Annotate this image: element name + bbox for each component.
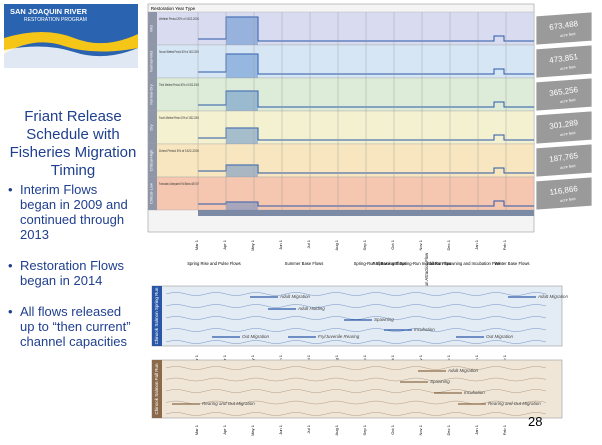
phase-label: Fall Run Spawning and Incubation Flow: [427, 261, 502, 266]
stage-label: Rearing and Out Migration: [488, 401, 541, 406]
hydrograph-fill: [226, 128, 258, 144]
row-description: Forecasted Unimpaired Full Below 400 TAF: [159, 181, 199, 186]
logo: SAN JOAQUIN RIVER RESTORATION PROGRAM: [4, 4, 138, 68]
hydrograph-fill: [226, 54, 258, 78]
fish-panel-title: Chinook Salmon Spring Run: [154, 287, 159, 344]
date-label: Aug 1: [334, 424, 339, 435]
stage-label: Adult Holding: [297, 306, 325, 311]
bullet: Interim Flows began in 2009 and continue…: [6, 182, 136, 242]
stage-label: Out Migration: [486, 334, 514, 339]
date-label: Aug 1: [334, 239, 339, 250]
stage-label: Incubation: [464, 390, 485, 395]
date-label: Sep 1: [362, 239, 367, 250]
stage-label: Adult Migration: [537, 294, 569, 299]
date-label: Mar 1: [194, 239, 199, 250]
fish-panel-title: Chinook Salmon Fall Run: [154, 363, 159, 415]
phase-label: Winter Base Flows: [495, 261, 530, 266]
row-type: Wet: [149, 24, 154, 32]
slide-title: Friant Release Schedule with Fisheries M…: [6, 108, 140, 180]
row-type: Critical-High: [149, 150, 154, 172]
year-type-row: [148, 45, 534, 78]
year-type-row: [148, 177, 534, 210]
date-label: Jun 1: [278, 239, 283, 250]
bullet-list: Interim Flows began in 2009 and continue…: [6, 182, 136, 365]
stage-label: Out Migration: [242, 334, 270, 339]
date-label: Jan 1: [474, 424, 479, 435]
row-description: Fourth Wettest Period 15% of 1922-2005: [159, 115, 199, 120]
year-type-row: [148, 144, 534, 177]
page-number: 28: [528, 414, 542, 429]
date-label: Dec 1: [446, 424, 451, 435]
slide: SAN JOAQUIN RIVER RESTORATION PROGRAM Fr…: [0, 0, 602, 445]
phase-label: Summer Base Flows: [285, 261, 324, 266]
date-label: Jan 1: [474, 239, 479, 250]
row-description: Driest Period 5% of 1922-2005: [159, 148, 200, 153]
date-label: Feb 1: [502, 239, 507, 250]
hydrograph-fill: [226, 202, 258, 210]
row-type: Normal-Dry: [149, 84, 154, 104]
stage-label: Adult Migration: [279, 294, 311, 299]
logo-subtitle: RESTORATION PROGRAM: [24, 17, 87, 23]
date-label: May 1: [250, 239, 255, 251]
date-label: Feb 1: [502, 424, 507, 435]
row-type: Critical-Low: [149, 183, 154, 204]
stage-label: Spawning: [430, 379, 450, 384]
stage-label: Fry/Juvenile Rearing: [318, 334, 360, 339]
date-label: Apr 1: [222, 239, 227, 249]
bullet: Restoration Flows began in 2014: [6, 258, 136, 288]
bullet: All flows released up to “then current” …: [6, 304, 136, 349]
logo-title: SAN JOAQUIN RIVER: [10, 7, 87, 16]
date-label: Jun 1: [278, 424, 283, 435]
stage-label: Adult Migration: [447, 368, 479, 373]
row-description: Second Wettest Period 30% of 1922-2005: [159, 49, 199, 54]
date-label: May 1: [250, 424, 255, 436]
date-label: Oct 1: [390, 424, 395, 434]
year-type-row: [148, 111, 534, 144]
stage-label: Rearing and Out Migration: [202, 401, 255, 406]
hydrograph-fill: [226, 165, 258, 177]
date-label: Jul 1: [306, 424, 311, 433]
date-label: Sep 1: [362, 424, 367, 435]
date-label: Nov 1: [418, 424, 423, 435]
left-panel: SAN JOAQUIN RIVER RESTORATION PROGRAM Fr…: [0, 0, 142, 445]
schedule-header: Restoration Year Type: [151, 6, 196, 11]
fish-panel: [152, 360, 562, 418]
phase-label: Spring Rise and Pulse Flows: [187, 261, 241, 266]
date-label: Nov 1: [418, 239, 423, 250]
row-description: Third Wettest Period 30% of 1922-2005: [159, 82, 199, 87]
date-label: Oct 1: [390, 239, 395, 249]
row-description: Wettest Period 20% of 1922-2005: [159, 16, 200, 21]
hydrograph-fill: [226, 17, 258, 45]
year-type-row: [148, 78, 534, 111]
row-type: Dry: [149, 124, 154, 130]
row-type: Normal-Wet: [149, 50, 154, 72]
date-label: Jul 1: [306, 239, 311, 248]
chart: Restoration Year Type Wet Wettest Period 2…: [142, 0, 602, 445]
date-label: Mar 1: [194, 424, 199, 435]
date-label: Dec 1: [446, 239, 451, 250]
date-label: Apr 1: [222, 424, 227, 434]
year-type-row: [148, 12, 534, 45]
stage-label: Spawning: [374, 317, 394, 322]
stage-label: Incubation: [414, 327, 435, 332]
hydrograph-fill: [226, 91, 258, 111]
timeline-bar: [198, 210, 534, 216]
